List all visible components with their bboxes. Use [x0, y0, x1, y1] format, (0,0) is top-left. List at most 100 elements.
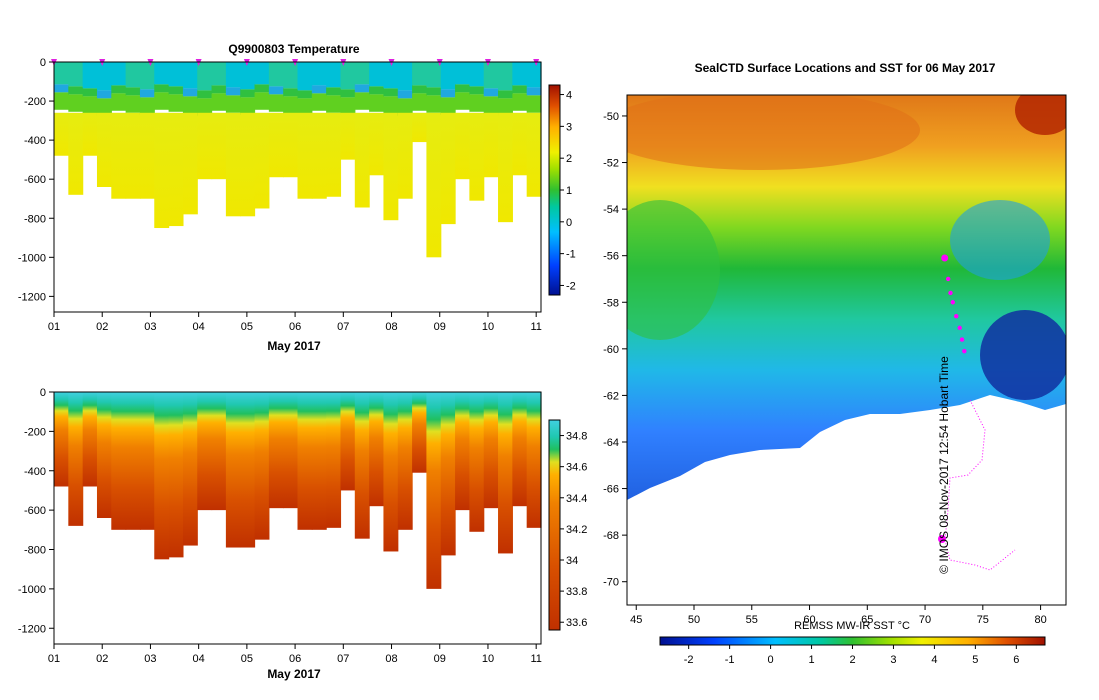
profile-deep-cell [168, 112, 184, 227]
profile-thermocline-cell [512, 93, 528, 111]
profile-surface-cell [283, 62, 299, 89]
profile-salinity-cell [455, 392, 470, 511]
y-tick-label: -1200 [18, 291, 46, 303]
profile-salinity-cell [498, 392, 513, 554]
profile-salinity-cell [125, 392, 141, 530]
profile-deep-cell [211, 112, 227, 180]
profile-deep-cell [154, 112, 170, 229]
sst-map-axes: 45 50 55 60 65 70 75 80 -50 -52 -54 -56 -58 -60 -62 -64… [603, 111, 1047, 626]
profile-thermocline-cell [498, 98, 513, 116]
profile-salinity-cell [139, 392, 155, 530]
map-x-tick-label: 60 [803, 614, 815, 626]
profile-thermocline-cell [225, 95, 241, 113]
profile-cold-layer-cell [197, 90, 213, 99]
profile-thermocline-cell [440, 97, 456, 115]
x-tick-label: 05 [241, 321, 253, 333]
seal-position [959, 337, 965, 342]
temperature-colorbar [548, 84, 561, 296]
temperature-profiles [54, 62, 542, 258]
profile-surface-cell [168, 62, 184, 87]
profile-cold-layer-cell [225, 87, 241, 96]
y-tick-label: -800 [24, 213, 46, 225]
map-x-tick-label: 50 [688, 614, 700, 626]
profile-surface-cell [254, 62, 270, 85]
seal-position [954, 314, 959, 319]
colorbar-tick-label: -1 [566, 249, 576, 261]
profile-deep-cell [111, 112, 127, 199]
profile-cold-layer-cell [311, 85, 327, 94]
profile-salinity-cell [440, 392, 456, 556]
y-tick-label: -600 [24, 174, 46, 186]
profile-salinity-cell [54, 392, 69, 487]
profile-thermocline-cell [526, 95, 542, 113]
temperature-axes: 0 -200 -400 -600 -800 -1000 -1200 01 02 03 04 05 06 0… [18, 57, 542, 333]
map-x-tick-label: 65 [861, 614, 873, 626]
sst-colorbar-tick-label: -1 [725, 654, 735, 666]
profile-cold-layer-cell [469, 86, 485, 95]
profile-thermocline-cell [469, 94, 485, 112]
y-tick-label: -1200 [18, 623, 46, 635]
profile-surface-cell [440, 62, 456, 90]
x-tick-label: 03 [144, 653, 156, 665]
colorbar-tick-label: 2 [566, 153, 572, 165]
profile-salinity-cell [383, 392, 399, 552]
profile-surface-cell [111, 62, 127, 86]
x-tick-label: 02 [96, 321, 108, 333]
temperature-colorbar-ticks: 4 3 2 1 0 -1 -2 [560, 90, 576, 292]
y-tick-label: 0 [40, 57, 46, 69]
x-tick-label: 04 [193, 653, 205, 665]
profile-surface-cell [54, 62, 69, 85]
temperature-xlabel: May 2017 [267, 339, 321, 353]
x-tick-label: 07 [337, 321, 349, 333]
sst-colorbar-tick-label: 2 [849, 654, 855, 666]
map-x-tick-label: 45 [630, 614, 642, 626]
map-y-tick-label: -54 [603, 204, 619, 216]
salinity-colorbar [548, 419, 561, 631]
profile-thermocline-cell [383, 96, 399, 114]
profile-surface-cell [455, 62, 470, 85]
profile-deep-cell [139, 112, 155, 199]
profile-cold-layer-cell [125, 87, 141, 96]
profile-cold-layer-cell [455, 84, 470, 93]
profile-salinity-cell [397, 392, 413, 530]
x-tick-label: 05 [241, 653, 253, 665]
temperature-section-panel: Q9900803 Temperature 0 -200 -400 -600 -800 -1… [18, 42, 576, 353]
x-tick-label: 01 [48, 321, 60, 333]
profile-deep-cell [512, 112, 528, 176]
colorbar-tick-label: 3 [566, 121, 572, 133]
sst-map-title: SealCTD Surface Locations and SST for 06… [695, 61, 996, 75]
profile-deep-cell [283, 112, 299, 178]
profile-deep-cell [82, 112, 98, 156]
temperature-title: Q9900803 Temperature [228, 42, 360, 56]
profile-deep-cell [225, 112, 241, 217]
map-y-tick-label: -64 [603, 437, 619, 449]
profile-deep-cell [254, 112, 270, 209]
y-tick-label: 0 [40, 387, 46, 399]
profile-surface-cell [369, 62, 385, 87]
seal-position [962, 348, 967, 354]
profile-surface-cell [68, 62, 84, 87]
profile-salinity-cell [326, 392, 342, 528]
map-y-tick-label: -56 [603, 251, 619, 263]
profile-thermocline-cell [211, 93, 227, 111]
profile-deep-cell [268, 112, 284, 178]
profile-surface-cell [412, 62, 428, 86]
x-tick-label: 09 [434, 653, 446, 665]
profile-surface-cell [268, 62, 284, 87]
profile-surface-cell [225, 62, 241, 88]
map-y-tick-label: -60 [603, 344, 619, 356]
profile-thermocline-cell [68, 94, 84, 112]
profile-surface-cell [469, 62, 485, 87]
profile-thermocline-cell [455, 92, 470, 110]
profile-cold-layer-cell [526, 87, 542, 96]
profile-deep-cell [369, 112, 385, 176]
sst-colorbar-tick-label: 4 [931, 654, 937, 666]
profile-deep-cell [326, 112, 342, 197]
profile-deep-cell [498, 112, 513, 223]
map-x-tick-label: 75 [977, 614, 989, 626]
profile-thermocline-cell [326, 95, 342, 113]
map-x-tick-label: 55 [746, 614, 758, 626]
profile-surface-cell [483, 62, 499, 89]
profile-cold-layer-cell [168, 86, 184, 95]
